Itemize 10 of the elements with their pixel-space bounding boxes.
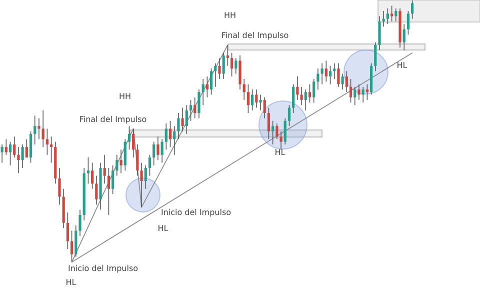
annotation: HL — [274, 148, 286, 157]
annotation: HL — [158, 224, 169, 233]
annotation: HH — [118, 92, 132, 101]
annotation: HL — [396, 61, 408, 70]
annotation: Final del Impulso — [79, 115, 147, 124]
annotation: HH — [224, 11, 236, 20]
annotation: Inicio del Impulso — [160, 208, 232, 217]
text: Inicio del Impulso — [68, 264, 138, 273]
text: HL — [66, 278, 77, 287]
annotation: Final del Impulso — [221, 31, 289, 40]
